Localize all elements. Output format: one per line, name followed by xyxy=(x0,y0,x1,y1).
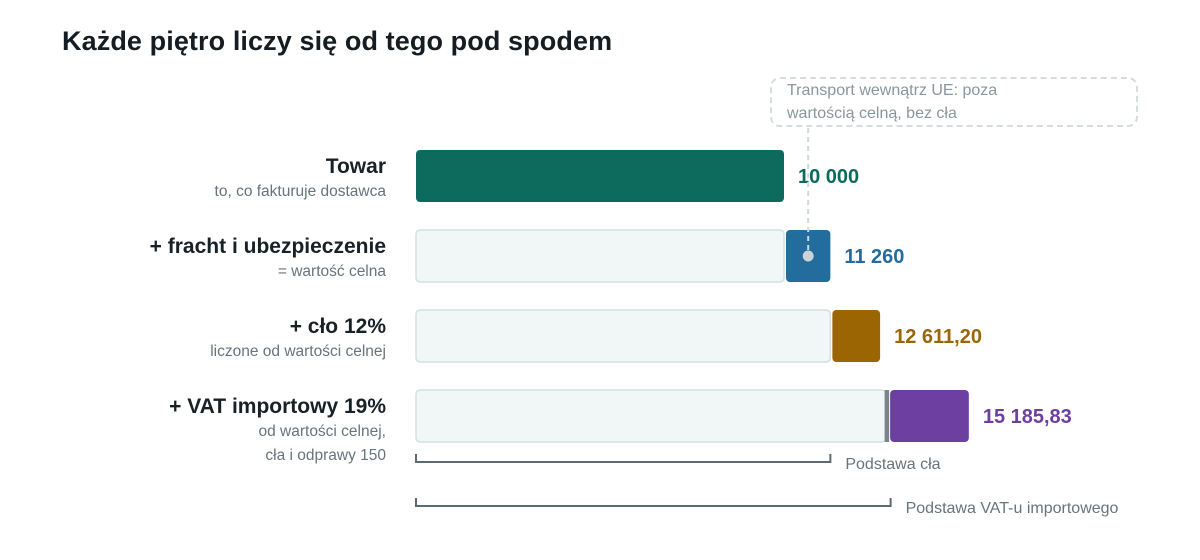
row-label-sub: = wartość celna xyxy=(277,263,386,280)
base-bar xyxy=(415,389,887,443)
annotation-marker-dot xyxy=(802,250,814,262)
row-label-sub-2: cła i odprawy 150 xyxy=(265,447,386,464)
annotation-line-1: Transport wewnątrz UE: poza xyxy=(787,82,998,99)
base-bar xyxy=(415,309,832,363)
row-label-sub: od wartości celnej, xyxy=(258,423,386,440)
row-label-freight: + fracht i ubezpieczenie = wartość celna xyxy=(150,234,386,284)
duty-base-bracket-line xyxy=(415,454,832,463)
row-label-main: + fracht i ubezpieczenie xyxy=(149,235,386,258)
base-bar xyxy=(415,229,785,283)
annotation-line-2: wartością celną, bez cła xyxy=(787,105,957,122)
row-label-main: Towar xyxy=(325,155,386,178)
row-label-sub: to, co fakturuje dostawca xyxy=(214,183,386,200)
total-value-label: 11 260 xyxy=(844,246,904,268)
transport-annotation: Transport wewnątrz UE: poza wartością ce… xyxy=(770,77,1138,127)
increment-bar xyxy=(832,310,881,362)
vat-base-bracket-line xyxy=(415,498,892,507)
row-label-main: + cło 12% xyxy=(289,315,386,338)
total-value-label: 12 611,20 xyxy=(894,326,982,348)
total-value-label: 10 000 xyxy=(798,166,859,188)
row-label-towar: Towar to, co fakturuje dostawca xyxy=(215,154,386,204)
row-label-duty: + cło 12% liczone od wartości celnej xyxy=(210,314,386,364)
vat-base-bracket-label: Podstawa VAT-u importowego xyxy=(906,500,1119,517)
increment-bar xyxy=(416,150,784,202)
row-label-main: + VAT importowy 19% xyxy=(169,395,386,418)
row-label-vat: + VAT importowy 19% od wartości celnej, … xyxy=(169,394,386,468)
chart-title: Każde piętro liczy się od tego pod spode… xyxy=(62,26,613,56)
total-value-label: 15 185,83 xyxy=(983,406,1072,428)
row-label-sub: liczone od wartości celnej xyxy=(210,343,386,360)
clearance-fee-bar xyxy=(884,390,890,442)
increment-bar xyxy=(890,390,969,442)
duty-base-bracket-label: Podstawa cła xyxy=(845,456,940,473)
